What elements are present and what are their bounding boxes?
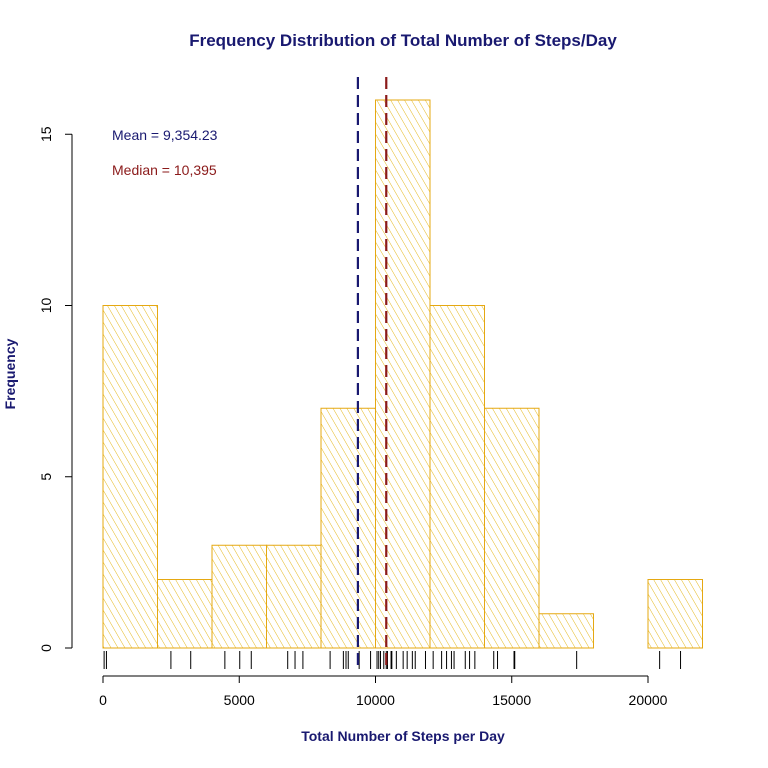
x-tick-label: 5000	[224, 692, 255, 708]
median-annotation: Median = 10,395	[112, 162, 217, 178]
histogram-bar	[211, 544, 267, 649]
histogram-bar	[320, 407, 376, 649]
histogram-bar	[102, 305, 158, 649]
x-axis-title: Total Number of Steps per Day	[301, 728, 505, 744]
y-axis-title: Frequency	[2, 338, 18, 409]
histogram-bar	[484, 407, 540, 649]
histogram-bars	[102, 99, 703, 649]
reference-lines	[356, 77, 388, 669]
x-tick-label: 15000	[492, 692, 531, 708]
y-tick-label: 15	[38, 126, 54, 142]
histogram-bar	[429, 305, 485, 649]
x-tick-label: 10000	[356, 692, 395, 708]
x-tick-label: 20000	[629, 692, 668, 708]
x-axis: 0 5000 10000 15000 20000	[99, 675, 668, 708]
histogram-bar	[647, 579, 703, 649]
x-tick-label: 0	[99, 692, 107, 708]
y-axis: 0 5 10 15	[38, 126, 73, 652]
y-tick-label: 5	[38, 473, 54, 481]
histogram-bar	[157, 579, 213, 649]
mean-annotation: Mean = 9,354.23	[112, 127, 218, 143]
rug-marks	[103, 651, 682, 669]
histogram-bar	[538, 613, 594, 649]
y-tick-label: 0	[38, 644, 54, 652]
chart-title: Frequency Distribution of Total Number o…	[189, 31, 617, 50]
histogram-bar	[375, 99, 431, 649]
histogram-bar	[266, 544, 322, 649]
y-tick-label: 10	[38, 298, 54, 314]
